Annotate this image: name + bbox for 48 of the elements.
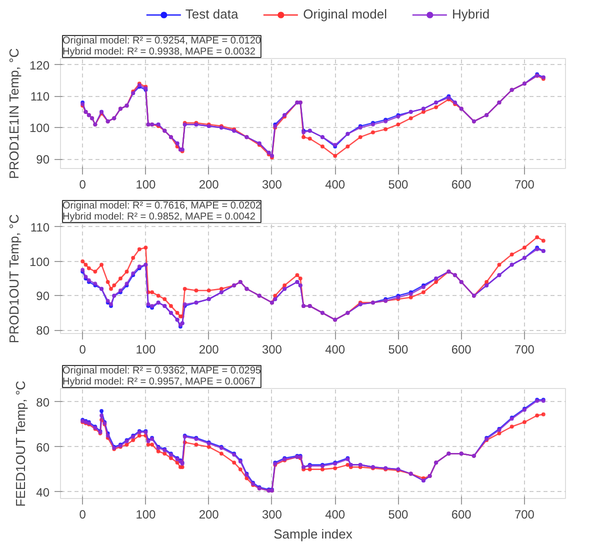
- x-tick-label: 200: [198, 178, 220, 192]
- legend-label: Test data: [185, 6, 238, 22]
- x-tick-label: 0: [79, 178, 86, 192]
- x-tick-label: 100: [136, 178, 156, 192]
- x-tick-label: 100: [136, 508, 156, 522]
- x-tick-label: 600: [451, 508, 472, 522]
- y-axis-title: FEED1OUT Temp, °C: [13, 380, 28, 507]
- x-tick-label: 400: [325, 508, 346, 522]
- x-tick-label: 400: [325, 342, 346, 356]
- y-tick-label: 110: [30, 90, 50, 104]
- x-tick-label: 700: [514, 508, 535, 522]
- y-axis-title: PROD1E1IN Temp, °C: [6, 48, 22, 179]
- x-tick-label: 600: [451, 178, 472, 192]
- text: Original model: R² = 0.7616, MAPE = 0.0202: [62, 200, 262, 212]
- x-axis-title: Sample index: [274, 526, 353, 542]
- y-tick-label: 90: [36, 289, 50, 304]
- x-tick-label: 500: [388, 342, 409, 356]
- x-tick-label: 100: [136, 342, 156, 356]
- y-tick-label: 110: [30, 220, 50, 234]
- y-tick-label: 100: [29, 254, 50, 269]
- y-tick-label: 120: [29, 58, 50, 72]
- x-tick-label: 200: [198, 342, 220, 356]
- x-tick-label: 300: [262, 178, 282, 192]
- x-tick-label: 200: [198, 508, 220, 522]
- text: Hybrid model: R² = 0.9957, MAPE = 0.0067: [62, 376, 256, 388]
- text: Original model: R² = 0.9362, MAPE = 0.0295: [62, 366, 262, 376]
- legend-label: Hybrid: [452, 6, 490, 22]
- text: Hybrid model: R² = 0.9938, MAPE = 0.0032: [62, 46, 256, 58]
- text: Hybrid model: R² = 0.9852, MAPE = 0.0042: [62, 212, 256, 222]
- y-tick-label: 100: [29, 121, 50, 136]
- x-tick-label: 300: [262, 342, 282, 356]
- x-tick-label: 300: [262, 508, 282, 522]
- y-tick-label: 40: [36, 485, 50, 500]
- legend-label: Original model: [303, 6, 388, 22]
- x-tick-label: 700: [514, 178, 535, 192]
- text: Original model: R² = 0.9254, MAPE = 0.0120: [62, 36, 262, 46]
- x-tick-label: 0: [79, 508, 86, 522]
- x-tick-label: 500: [388, 178, 409, 192]
- x-tick-label: 400: [325, 178, 346, 192]
- y-axis-title: PROD1OUT Temp, °C: [6, 214, 22, 344]
- y-tick-label: 60: [36, 440, 50, 454]
- x-tick-label: 600: [451, 342, 472, 356]
- x-tick-label: 500: [388, 508, 409, 522]
- x-tick-label: 700: [514, 342, 535, 356]
- y-tick-label: 90: [36, 152, 50, 167]
- y-tick-label: 80: [36, 324, 50, 338]
- y-tick-label: 80: [36, 395, 50, 410]
- x-tick-label: 0: [79, 342, 86, 356]
